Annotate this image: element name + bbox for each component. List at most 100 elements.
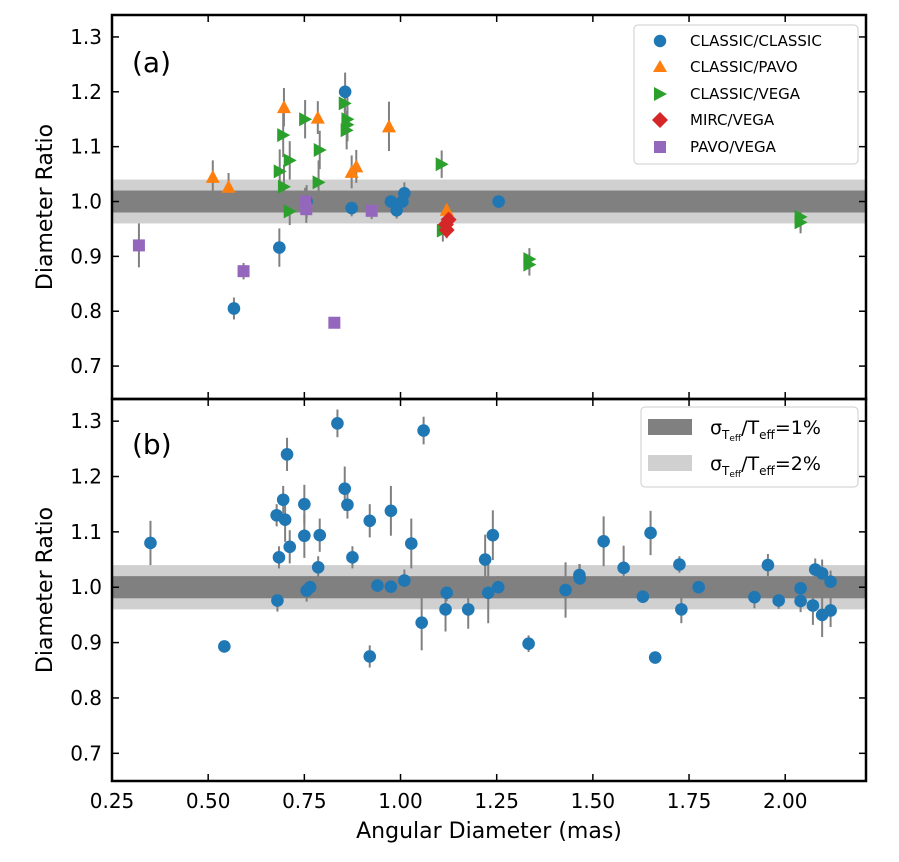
data-point	[338, 96, 352, 111]
data-point	[415, 616, 428, 629]
data-point	[824, 604, 837, 617]
data-point	[283, 540, 297, 554]
data-point	[794, 594, 807, 608]
legend-label-pavo-vega: PAVO/VEGA	[690, 138, 777, 156]
data-point	[824, 575, 837, 588]
data-point	[132, 239, 145, 252]
data-point	[313, 528, 327, 542]
data-point	[310, 110, 325, 124]
data-point	[440, 211, 457, 228]
data-point	[313, 142, 327, 157]
data-point	[365, 204, 378, 217]
x-tick-label: 1.00	[378, 789, 423, 813]
data-point	[271, 594, 284, 607]
data-point	[283, 153, 297, 168]
x-tick-label: 0.25	[90, 789, 135, 813]
data-point	[398, 186, 411, 200]
data-point	[276, 100, 291, 114]
data-point	[417, 424, 430, 437]
legend-label-classic-classic: CLASSIC/CLASSIC	[690, 32, 822, 50]
legend-b: σTeff/Teff=1% σTeff/Teff=2%	[640, 406, 859, 488]
data-point	[559, 583, 572, 597]
data-point	[331, 417, 344, 430]
data-point	[371, 579, 384, 592]
x-tick-label: 0.75	[282, 789, 327, 813]
data-point	[278, 513, 292, 526]
data-point	[298, 497, 311, 511]
data-point	[794, 215, 808, 230]
y-tick-label: 1.1	[70, 135, 102, 159]
legend-label-mirc-vega: MIRC/VEGA	[690, 111, 775, 129]
data-point	[144, 536, 157, 550]
data-point	[461, 603, 475, 616]
data-point	[272, 551, 286, 564]
x-tick-label: 1.25	[474, 789, 519, 813]
data-point	[237, 265, 250, 278]
data-points-b	[144, 417, 837, 664]
data-point	[440, 586, 453, 600]
data-point	[439, 202, 454, 216]
data-point	[384, 504, 398, 518]
data-point	[597, 534, 610, 548]
data-point	[573, 572, 587, 585]
y-tick-label: 0.9	[70, 244, 102, 268]
y-axis-title-a: Diameter Ratio	[33, 124, 58, 290]
y-tick-label: 1.2	[70, 80, 102, 104]
data-point	[481, 586, 495, 600]
data-point	[338, 482, 352, 495]
y-tick-label: 1.1	[70, 520, 102, 544]
y-tick-label: 0.9	[70, 631, 102, 655]
y-tick-label: 1.3	[70, 409, 102, 433]
data-point	[398, 574, 411, 587]
data-point	[218, 640, 231, 653]
data-point	[438, 222, 455, 239]
x-tick-label: 0.50	[186, 789, 231, 813]
x-axis-title: Angular Diameter (mas)	[356, 819, 622, 844]
data-point	[227, 302, 241, 315]
y-tick-label: 1.0	[70, 575, 102, 599]
legend-swatch-2pct	[648, 455, 692, 471]
data-point	[675, 603, 688, 616]
data-point	[345, 201, 358, 215]
data-point	[486, 528, 500, 542]
panel-a: 0.7 0.8 0.9 1.0 1.1 1.2 1.3 (a) Diameter Ratio…	[33, 13, 868, 401]
data-point	[478, 553, 492, 566]
data-point	[523, 257, 537, 272]
legend-marker-pavo-vega	[654, 141, 666, 153]
data-point	[363, 650, 377, 663]
data-point	[761, 558, 775, 572]
legend-label-1pct: σTeff/Teff=1%	[710, 417, 821, 444]
legend-a: CLASSIC/CLASSIC CLASSIC/PAVO CLASSIC/VEG…	[633, 24, 859, 165]
x-axis-ticks: 0.25 0.50 0.75 1.00 1.25 1.50 1.75 2.00	[90, 789, 808, 813]
data-point	[644, 526, 657, 540]
data-point	[283, 204, 297, 219]
legend-marker-mirc-vega	[652, 112, 668, 128]
data-point	[299, 112, 313, 127]
data-point	[311, 561, 325, 574]
data-point	[381, 119, 396, 133]
y-tick-label: 0.8	[70, 299, 102, 323]
data-point	[277, 179, 291, 194]
data-point	[346, 551, 359, 564]
data-point	[280, 448, 294, 461]
data-point	[300, 203, 313, 216]
band-1pct-a	[112, 190, 866, 213]
data-point	[806, 599, 820, 612]
legend-marker-classic-vega	[654, 87, 667, 101]
data-point	[492, 195, 505, 208]
x-tick-label: 1.75	[667, 789, 712, 813]
data-points-a	[132, 85, 808, 329]
data-point	[439, 603, 452, 616]
data-point	[341, 498, 354, 512]
data-point	[312, 175, 326, 190]
x-tick-label: 1.50	[571, 789, 616, 813]
data-point	[748, 590, 761, 604]
data-point	[273, 164, 287, 179]
panel-b: 0.7 0.8 0.9 1.0 1.1 1.2 1.3 (b) Diameter Ratio…	[33, 397, 868, 783]
data-point	[794, 582, 807, 595]
legend-swatch-1pct	[648, 419, 692, 435]
data-point	[205, 169, 220, 183]
y-tick-label: 1.3	[70, 25, 102, 49]
data-point	[384, 580, 398, 593]
